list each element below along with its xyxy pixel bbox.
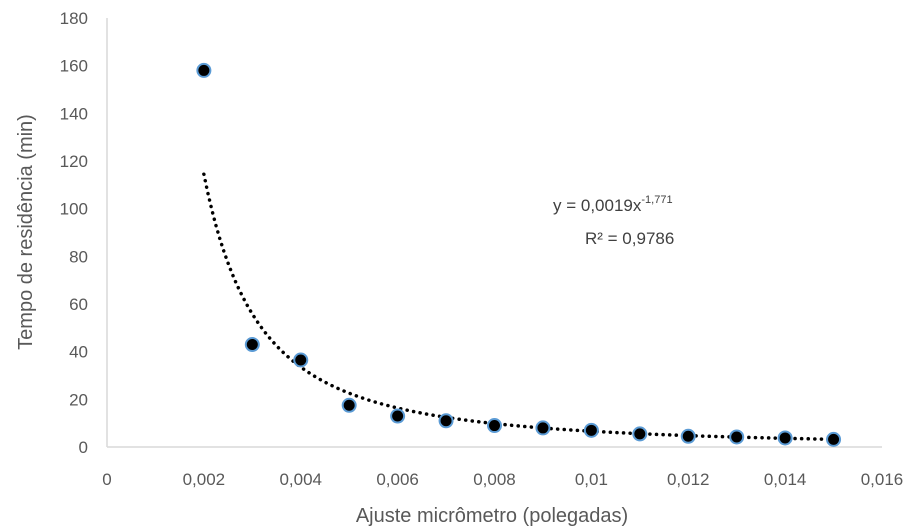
data-point bbox=[341, 397, 357, 413]
data-point bbox=[680, 428, 696, 444]
x-tick-label: 0,008 bbox=[473, 470, 516, 489]
y-tick-label: 0 bbox=[79, 438, 88, 457]
data-point bbox=[487, 418, 502, 434]
y-tick-label: 20 bbox=[69, 390, 88, 409]
x-tick-label: 0,014 bbox=[764, 470, 807, 489]
equation-exponent: -1,771 bbox=[641, 194, 672, 206]
data-points bbox=[196, 62, 842, 447]
y-tick-label: 100 bbox=[60, 200, 88, 219]
x-tick-label: 0,006 bbox=[376, 470, 419, 489]
equation-prefix: y = 0,0019x bbox=[553, 196, 642, 215]
y-axis-title: Tempo de residência (min) bbox=[15, 114, 37, 350]
data-point bbox=[826, 431, 842, 447]
data-point bbox=[196, 62, 212, 78]
y-tick-label: 40 bbox=[69, 343, 88, 362]
x-axis-title: Ajuste micrômetro (polegadas) bbox=[356, 505, 628, 527]
y-tick-label: 140 bbox=[60, 104, 88, 123]
x-tick-label: 0,016 bbox=[861, 470, 904, 489]
data-point bbox=[244, 337, 260, 353]
r-squared-label: R² = 0,9786 bbox=[585, 229, 674, 248]
y-tick-label: 60 bbox=[69, 295, 88, 314]
x-tick-label: 0,01 bbox=[575, 470, 608, 489]
data-point bbox=[390, 408, 406, 424]
x-tick-label: 0,004 bbox=[279, 470, 322, 489]
data-point bbox=[777, 430, 793, 446]
y-tick-label: 180 bbox=[60, 9, 88, 28]
data-point bbox=[293, 352, 309, 368]
y-tick-label: 80 bbox=[69, 247, 88, 266]
chart-axes bbox=[106, 18, 882, 448]
x-tick-label: 0 bbox=[102, 470, 111, 489]
y-tick-label: 160 bbox=[60, 57, 88, 76]
trendline-equation: y = 0,0019x-1,771 bbox=[553, 194, 673, 215]
data-point bbox=[729, 429, 745, 445]
x-tick-labels: 0 0,002 0,004 0,006 0,008 0,01 0,012 0,014 0,016 bbox=[102, 470, 903, 489]
data-point bbox=[632, 426, 648, 442]
data-point bbox=[438, 413, 454, 429]
power-trendline bbox=[202, 172, 836, 442]
data-point bbox=[535, 420, 551, 436]
data-point bbox=[583, 422, 599, 438]
x-tick-label: 0,012 bbox=[667, 470, 710, 489]
x-tick-label: 0,002 bbox=[183, 470, 226, 489]
y-tick-label: 120 bbox=[60, 152, 88, 171]
y-tick-labels: 0 20 40 60 80 100 120 140 160 180 bbox=[60, 9, 88, 457]
